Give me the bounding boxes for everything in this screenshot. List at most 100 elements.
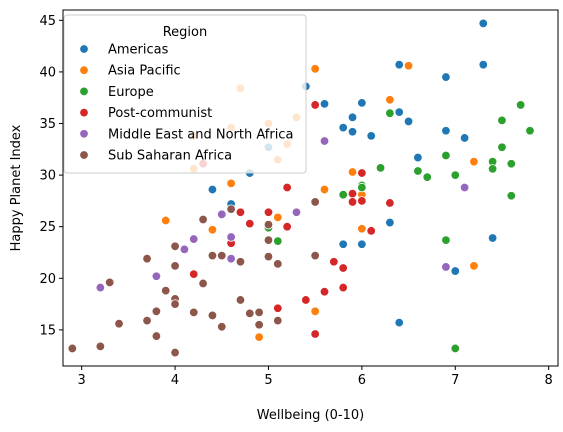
point-asia-pacific	[357, 224, 367, 234]
point-post-communist	[245, 218, 255, 229]
point-sub-saharan-africa	[151, 306, 162, 317]
point-asia-pacific	[226, 178, 236, 189]
y-tick-label: 30	[39, 169, 56, 184]
point-post-communist	[338, 282, 348, 293]
x-tick-label: 8	[545, 373, 553, 388]
point-americas	[487, 233, 498, 243]
point-post-communist	[282, 221, 292, 232]
point-asia-pacific	[310, 64, 320, 74]
point-europe	[338, 190, 348, 200]
x-axis-title: Wellbeing (0-10)	[257, 408, 364, 423]
point-europe	[515, 100, 526, 110]
point-americas	[478, 59, 488, 70]
point-middle-east-and-north-africa	[319, 136, 330, 146]
point-americas	[357, 98, 367, 108]
point-americas	[403, 116, 414, 127]
legend-marker	[79, 65, 89, 75]
point-americas	[207, 184, 218, 195]
point-americas	[385, 217, 395, 228]
point-sub-saharan-africa	[170, 241, 180, 252]
y-axis: 15 20 25 30 35 40 45	[39, 14, 63, 338]
point-sub-saharan-africa	[67, 343, 78, 354]
point-sub-saharan-africa	[198, 214, 208, 225]
point-middle-east-and-north-africa	[189, 234, 199, 244]
point-americas	[459, 133, 470, 143]
point-americas	[413, 152, 423, 163]
point-americas	[394, 317, 404, 328]
point-asia-pacific	[273, 212, 283, 223]
point-sub-saharan-africa	[170, 261, 180, 271]
point-europe	[487, 164, 498, 174]
point-europe	[422, 172, 432, 182]
point-sub-saharan-africa	[207, 310, 218, 321]
point-post-communist	[329, 257, 339, 267]
point-asia-pacific	[254, 332, 264, 342]
legend-title: Region	[163, 25, 208, 40]
point-sub-saharan-africa	[263, 219, 274, 230]
point-sub-saharan-africa	[207, 250, 218, 261]
point-middle-east-and-north-africa	[441, 262, 451, 272]
point-americas	[347, 127, 358, 137]
point-europe	[450, 343, 460, 354]
y-tick-label: 35	[39, 117, 56, 132]
x-tick-label: 7	[451, 373, 459, 388]
point-middle-east-and-north-africa	[291, 207, 302, 217]
point-sub-saharan-africa	[217, 322, 227, 332]
legend-marker	[79, 107, 89, 118]
point-post-communist	[282, 182, 292, 193]
point-middle-east-and-north-africa	[95, 282, 106, 293]
point-sub-saharan-africa	[310, 250, 320, 261]
point-sub-saharan-africa	[310, 197, 320, 207]
point-americas	[441, 72, 451, 82]
point-europe	[375, 163, 386, 173]
point-sub-saharan-africa	[161, 285, 171, 296]
point-post-communist	[189, 269, 199, 279]
point-americas	[441, 126, 451, 136]
point-post-communist	[310, 329, 320, 339]
point-sub-saharan-africa	[235, 257, 246, 267]
point-europe	[506, 191, 517, 201]
point-americas	[394, 59, 404, 70]
x-axis: 3 4 5 6 7 8	[78, 366, 553, 388]
y-axis-title: Happy Planet Index	[9, 124, 24, 251]
point-post-communist	[357, 196, 367, 206]
point-asia-pacific	[469, 261, 479, 271]
point-middle-east-and-north-africa	[226, 253, 236, 264]
point-europe	[357, 182, 367, 193]
point-europe	[450, 170, 460, 180]
point-post-communist	[385, 198, 395, 208]
point-europe	[497, 115, 507, 126]
x-tick-label: 3	[78, 373, 86, 388]
point-europe	[385, 108, 395, 118]
y-tick-label: 25	[39, 220, 56, 235]
legend: Region Americas Asia Pacific Europe Post-co…	[63, 14, 307, 174]
point-sub-saharan-africa	[198, 278, 208, 289]
point-middle-east-and-north-africa	[151, 271, 162, 281]
point-americas	[338, 122, 348, 133]
legend-label: Sub Saharan Africa	[108, 149, 232, 164]
point-post-communist	[347, 188, 358, 199]
point-sub-saharan-africa	[142, 315, 152, 326]
point-europe	[273, 236, 283, 246]
point-asia-pacific	[385, 95, 395, 105]
point-sub-saharan-africa	[263, 251, 274, 262]
point-sub-saharan-africa	[254, 307, 264, 318]
y-tick-label: 15	[39, 323, 56, 338]
point-post-communist	[357, 168, 367, 178]
legend-label: Europe	[108, 85, 154, 100]
point-sub-saharan-africa	[263, 235, 274, 245]
point-sub-saharan-africa	[273, 259, 283, 269]
point-asia-pacific	[469, 156, 479, 167]
point-sub-saharan-africa	[114, 318, 124, 329]
point-europe	[497, 142, 507, 152]
legend-label: Post-communist	[108, 106, 212, 121]
point-middle-east-and-north-africa	[179, 244, 190, 255]
legend-label: Asia Pacific	[108, 64, 181, 79]
point-post-communist	[319, 287, 330, 297]
point-sub-saharan-africa	[142, 253, 152, 264]
x-tick-label: 4	[171, 373, 179, 388]
point-americas	[394, 107, 404, 117]
legend-label: Americas	[108, 43, 169, 58]
point-sub-saharan-africa	[254, 320, 264, 330]
